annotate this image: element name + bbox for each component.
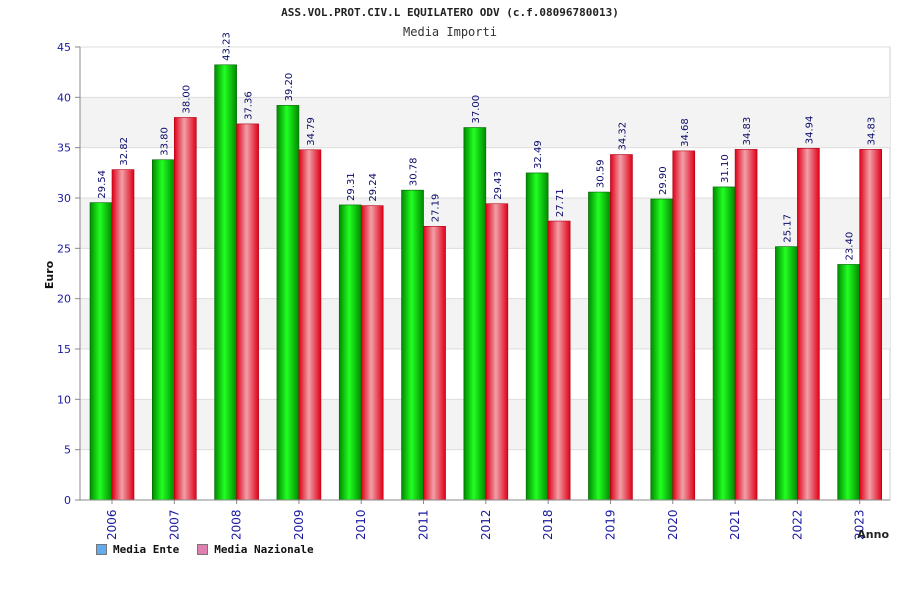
data-label: 27.19 [431, 194, 442, 223]
bar-media-nazionale [111, 169, 135, 501]
bar-media-nazionale [734, 149, 758, 501]
bar-media-ente [588, 191, 611, 501]
data-label: 23.40 [845, 232, 856, 261]
x-tick-label: 2010 [354, 509, 368, 540]
y-tick-label: 20 [57, 293, 71, 306]
bar-media-nazionale [236, 123, 259, 501]
x-tick-label: 2019 [603, 509, 617, 540]
x-tick-label: 2023 [853, 509, 867, 540]
legend-swatch-nazionale [197, 544, 209, 555]
bar-media-nazionale [859, 149, 882, 501]
data-label: 34.32 [617, 122, 628, 151]
x-tick-label: 2020 [666, 509, 680, 540]
x-tick-label: 2009 [292, 509, 306, 540]
bar-media-ente [89, 202, 113, 501]
data-label: 25.17 [782, 214, 793, 243]
data-label: 33.80 [159, 127, 170, 156]
y-tick-label: 40 [57, 91, 71, 104]
y-tick-label: 15 [57, 343, 71, 356]
bar-media-ente [214, 64, 237, 501]
data-label: 32.49 [533, 140, 544, 169]
bar-media-nazionale [174, 117, 197, 501]
x-tick-label: 2007 [167, 509, 181, 540]
legend-item-ente: Media Ente [96, 543, 179, 556]
bar-media-nazionale [610, 154, 633, 501]
data-label: 29.54 [97, 170, 108, 199]
y-tick-label: 25 [57, 242, 71, 255]
data-label: 30.59 [595, 159, 606, 188]
x-tick-label: 2006 [105, 509, 119, 540]
legend-item-nazionale: Media Nazionale [197, 543, 314, 556]
data-label: 29.24 [368, 173, 379, 202]
legend-label-ente: Media Ente [113, 543, 180, 556]
x-tick-label: 2021 [728, 509, 742, 540]
y-axis-label: Euro [43, 260, 56, 289]
bar-media-nazionale [423, 225, 446, 501]
y-tick-label: 5 [64, 444, 71, 457]
chart-title: ASS.VOL.PROT.CIV.L EQUILATERO ODV (c.f.0… [281, 6, 619, 19]
data-label: 29.90 [658, 166, 669, 195]
data-label: 37.36 [244, 91, 255, 120]
x-tick-label: 2008 [230, 509, 244, 540]
x-axis-label: Anno [857, 528, 889, 541]
data-label: 34.68 [680, 118, 691, 147]
bar-media-nazionale [547, 220, 571, 501]
bar-media-ente [463, 127, 487, 501]
bar-media-ente [401, 189, 424, 501]
y-tick-label: 30 [57, 192, 71, 205]
data-label: 27.71 [555, 188, 566, 217]
chart-subtitle: Media Importi [403, 25, 497, 39]
bar-media-ente [712, 186, 736, 501]
bar-media-ente [650, 198, 674, 501]
y-tick-label: 10 [57, 393, 71, 406]
bar-media-ente [525, 172, 549, 501]
data-label: 37.00 [471, 95, 482, 124]
bar-chart: 0 5 10 15 20 25 30 35 40 45 29.54 32.82 33.80 38.00 4… [43, 32, 891, 541]
data-label: 29.31 [346, 172, 357, 201]
y-tick-label: 45 [57, 41, 71, 54]
bar-media-ente [276, 105, 300, 501]
bar-media-nazionale [485, 203, 509, 501]
data-label: 30.78 [409, 158, 420, 187]
data-label: 43.23 [222, 32, 233, 61]
bar-media-ente [775, 246, 798, 501]
bar-media-ente [338, 204, 362, 501]
data-label: 38.00 [181, 85, 192, 114]
data-label: 34.79 [306, 117, 317, 146]
data-label: 39.20 [284, 73, 295, 102]
x-tick-label: 2018 [541, 509, 555, 540]
legend-swatch-ente [96, 544, 107, 555]
legend-label-nazionale: Media Nazionale [214, 543, 314, 556]
x-tick-label: 2022 [790, 509, 804, 540]
bar-media-nazionale [797, 147, 820, 501]
bar-media-ente [837, 264, 860, 501]
data-label: 34.94 [804, 116, 815, 145]
y-tick-label: 35 [57, 142, 71, 155]
data-label: 32.82 [119, 137, 130, 166]
bar-media-nazionale [298, 149, 322, 501]
x-tick-label: 2012 [479, 509, 493, 540]
bar-media-ente [152, 159, 175, 501]
y-tick-label: 0 [64, 494, 71, 507]
data-label: 29.43 [493, 171, 504, 200]
data-label: 34.83 [742, 117, 753, 146]
bar-media-nazionale [360, 205, 384, 501]
data-label: 31.10 [720, 154, 731, 183]
legend: Media Ente Media Nazionale [96, 543, 314, 556]
data-label: 34.83 [867, 117, 878, 146]
bar-media-nazionale [672, 150, 696, 501]
x-tick-label: 2011 [417, 509, 431, 540]
